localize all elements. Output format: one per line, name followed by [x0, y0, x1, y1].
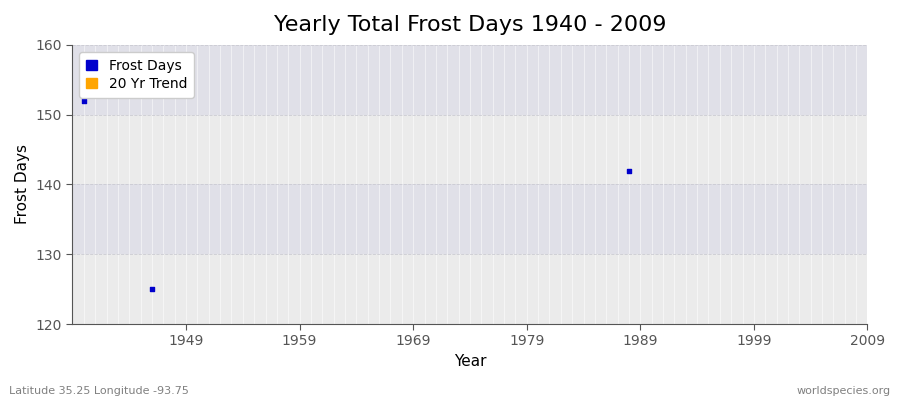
- Bar: [73, 45, 868, 115]
- Y-axis label: Frost Days: Frost Days: [15, 144, 30, 224]
- Title: Yearly Total Frost Days 1940 - 2009: Yearly Total Frost Days 1940 - 2009: [274, 15, 666, 35]
- X-axis label: Year: Year: [454, 354, 486, 369]
- Point: [145, 286, 159, 292]
- Point: [76, 98, 91, 104]
- Bar: [73, 254, 868, 324]
- Text: Latitude 35.25 Longitude -93.75: Latitude 35.25 Longitude -93.75: [9, 386, 189, 396]
- Bar: [73, 184, 868, 254]
- Bar: [73, 115, 868, 184]
- Point: [622, 167, 636, 174]
- Text: worldspecies.org: worldspecies.org: [796, 386, 891, 396]
- Legend: Frost Days, 20 Yr Trend: Frost Days, 20 Yr Trend: [79, 52, 194, 98]
